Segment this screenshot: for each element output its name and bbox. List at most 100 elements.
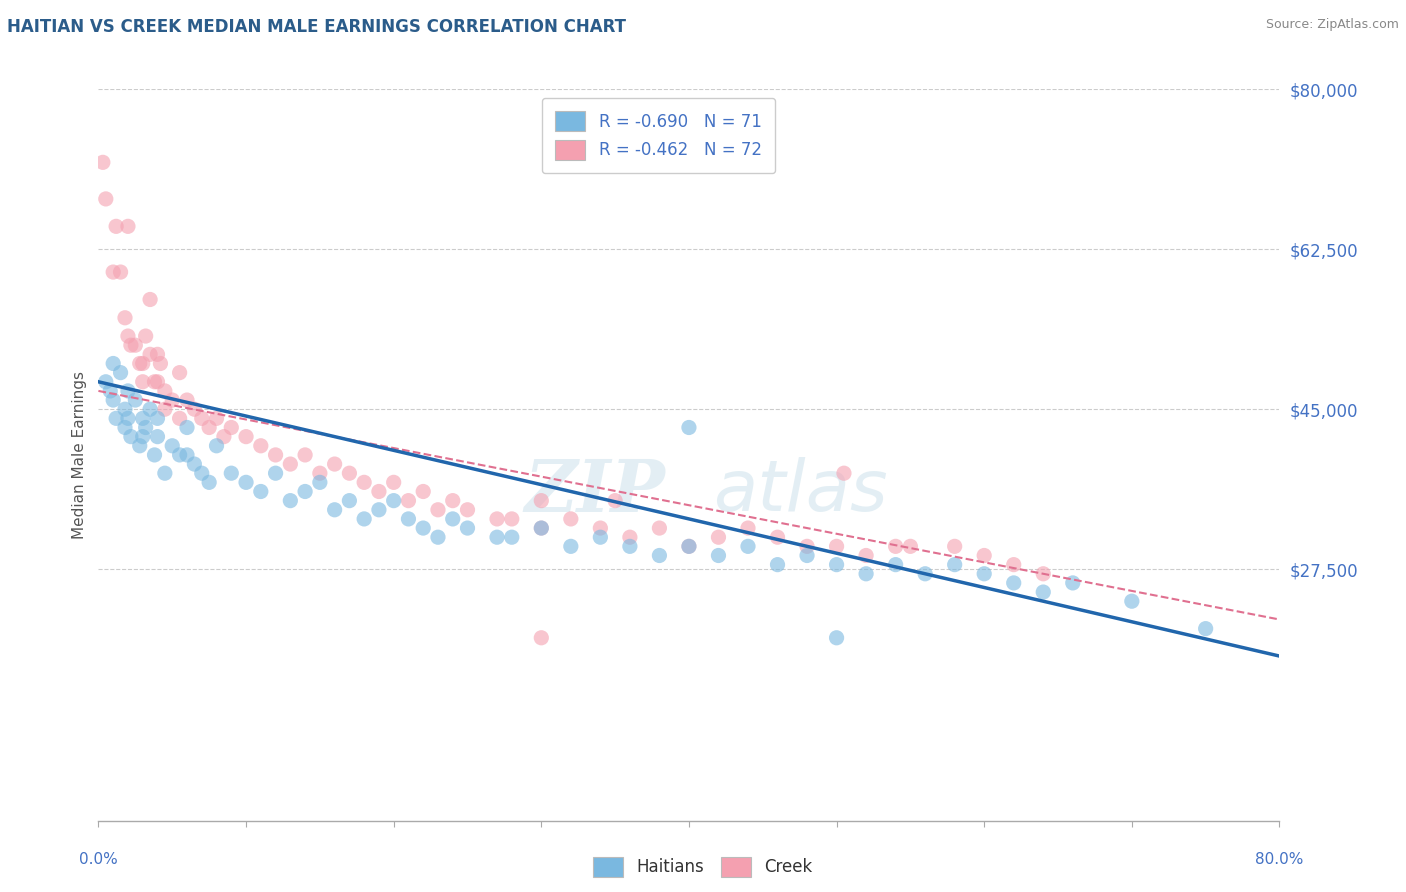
Point [219, 420, 243, 434]
Point [169, 448, 191, 462]
Point [900, 539, 922, 553]
Text: Source: ZipAtlas.com: Source: ZipAtlas.com [1265, 18, 1399, 31]
Point [530, 493, 553, 508]
Point [132, 356, 155, 371]
Point [146, 347, 169, 361]
Point [278, 493, 302, 508]
Point [183, 402, 205, 417]
Point [441, 512, 464, 526]
Point [250, 439, 273, 453]
Point [235, 429, 257, 443]
Point [124, 338, 146, 352]
Point [323, 457, 346, 471]
Point [619, 539, 641, 553]
Point [198, 475, 221, 490]
Point [796, 539, 818, 553]
Point [382, 493, 405, 508]
Point [766, 558, 789, 572]
Point [235, 475, 257, 490]
Point [103, 265, 125, 279]
Point [278, 457, 302, 471]
Point [427, 530, 450, 544]
Point [441, 493, 464, 508]
Point [250, 484, 273, 499]
Point [162, 439, 183, 453]
Point [132, 375, 155, 389]
Point [176, 448, 198, 462]
Point [368, 484, 391, 499]
Point [412, 484, 434, 499]
Point [1121, 594, 1143, 608]
Legend: R = -0.690   N = 71, R = -0.462   N = 72: R = -0.690 N = 71, R = -0.462 N = 72 [543, 97, 775, 173]
Point [264, 466, 287, 480]
Point [139, 293, 162, 307]
Point [205, 411, 228, 425]
Point [135, 329, 157, 343]
Point [825, 539, 848, 553]
Text: HAITIAN VS CREEK MEDIAN MALE EARNINGS CORRELATION CHART: HAITIAN VS CREEK MEDIAN MALE EARNINGS CO… [7, 18, 626, 36]
Y-axis label: Median Male Earnings: Median Male Earnings [72, 371, 87, 539]
Point [146, 429, 169, 443]
Point [337, 493, 360, 508]
Point [183, 457, 205, 471]
Point [796, 549, 818, 563]
Point [128, 439, 150, 453]
Point [1062, 576, 1084, 591]
Point [309, 475, 332, 490]
Point [143, 375, 166, 389]
Point [264, 448, 287, 462]
Point [486, 530, 509, 544]
Point [120, 429, 142, 443]
Point [427, 502, 450, 516]
Point [191, 411, 214, 425]
Point [707, 549, 730, 563]
Legend: Haitians, Creek: Haitians, Creek [586, 850, 820, 884]
Text: 80.0%: 80.0% [1256, 852, 1303, 867]
Point [149, 356, 172, 371]
Point [832, 466, 855, 480]
Point [501, 530, 523, 544]
Point [368, 502, 391, 516]
Point [353, 475, 375, 490]
Point [191, 466, 214, 480]
Point [1002, 558, 1025, 572]
Point [94, 192, 117, 206]
Point [1002, 576, 1025, 591]
Point [456, 502, 478, 516]
Point [105, 219, 128, 234]
Point [884, 558, 907, 572]
Point [120, 338, 142, 352]
Point [1195, 622, 1218, 636]
Point [205, 439, 228, 453]
Point [176, 392, 198, 407]
Point [1032, 566, 1054, 581]
Point [486, 512, 509, 526]
Point [605, 493, 627, 508]
Point [560, 512, 582, 526]
Point [825, 631, 848, 645]
Point [117, 384, 139, 398]
Point [560, 539, 582, 553]
Point [198, 420, 221, 434]
Point [103, 356, 125, 371]
Point [110, 265, 132, 279]
Point [707, 530, 730, 544]
Point [825, 558, 848, 572]
Point [648, 521, 671, 535]
Point [114, 310, 136, 325]
Point [128, 356, 150, 371]
Point [914, 566, 936, 581]
Point [117, 219, 139, 234]
Point [91, 155, 114, 169]
Point [219, 466, 243, 480]
Point [212, 429, 235, 443]
Point [943, 558, 966, 572]
Point [103, 392, 125, 407]
Point [1032, 585, 1054, 599]
Point [169, 366, 191, 380]
Point [396, 512, 419, 526]
Point [139, 347, 162, 361]
Point [114, 402, 136, 417]
Point [105, 411, 128, 425]
Point [678, 420, 700, 434]
